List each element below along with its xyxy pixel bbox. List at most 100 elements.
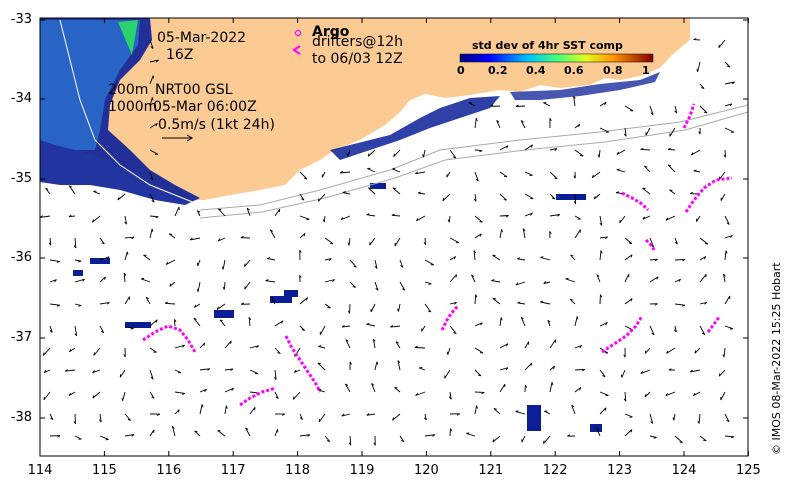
current-vector-head: [189, 237, 193, 241]
current-vector-head: [99, 419, 102, 423]
current-vector-head: [505, 215, 509, 218]
current-vector: [370, 303, 376, 313]
current-vector-head: [303, 177, 308, 180]
current-vector-head: [64, 369, 68, 372]
current-vector-head: [155, 216, 159, 219]
current-vector-head: [201, 404, 204, 408]
current-vector-head: [473, 198, 477, 202]
current-vector: [424, 413, 427, 421]
current-vector-head: [270, 296, 274, 300]
current-vector-head: [78, 260, 82, 263]
drifter-track: [621, 191, 650, 212]
current-vector-head: [515, 104, 519, 107]
current-vector-head: [522, 228, 526, 232]
current-vector: [649, 435, 657, 438]
current-vector: [674, 435, 683, 443]
current-vector: [324, 237, 334, 245]
current-vector-head: [101, 330, 105, 334]
isobath-200m: [199, 104, 749, 211]
current-vector: [624, 298, 633, 305]
current-vector: [415, 391, 426, 396]
current-vector-head: [704, 111, 708, 114]
current-vector: [149, 193, 155, 203]
current-vector: [371, 383, 376, 393]
current-vector: [99, 413, 102, 423]
colorbar-tick-label: 0.4: [526, 64, 546, 77]
current-vector: [492, 435, 501, 443]
current-vector-head: [106, 256, 110, 260]
current-vector: [669, 189, 676, 195]
current-vector-head: [596, 427, 600, 430]
colorbar-tick-label: 1: [642, 64, 650, 77]
current-vector: [43, 391, 51, 401]
current-vector: [324, 258, 332, 261]
current-vector: [124, 296, 130, 305]
current-vector: [543, 281, 551, 284]
current-vector-head: [397, 360, 401, 364]
current-vector: [599, 407, 607, 415]
current-vector: [517, 302, 526, 305]
current-vector: [49, 237, 52, 246]
current-vector-head: [524, 384, 528, 388]
current-vector-head: [150, 46, 154, 49]
current-vector-head: [479, 221, 483, 223]
current-vector: [468, 102, 476, 107]
current-vector-head: [446, 351, 449, 355]
current-vector: [499, 343, 509, 349]
current-vector: [168, 233, 176, 239]
current-vector: [99, 256, 110, 261]
current-vector: [616, 169, 626, 173]
current-vector: [724, 413, 730, 422]
current-vector-head: [299, 417, 303, 420]
current-vector-head: [667, 147, 671, 150]
current-vector-head: [640, 147, 644, 150]
current-vector-head: [164, 301, 168, 304]
current-vector: [398, 303, 401, 312]
current-vector-head: [517, 301, 521, 304]
current-vector-head: [689, 191, 693, 195]
current-product-label: NRT00 GSL: [155, 82, 233, 98]
current-vector-head: [352, 286, 356, 288]
current-vector-head: [630, 254, 633, 258]
current-vector-head: [194, 304, 197, 308]
current-vector-head: [366, 322, 370, 325]
current-vector: [249, 407, 256, 415]
current-vector: [124, 434, 135, 437]
current-vector-head: [616, 151, 619, 155]
current-vector: [424, 259, 434, 266]
current-vector: [224, 340, 232, 349]
current-vector: [492, 254, 501, 261]
current-vector-head: [551, 382, 554, 386]
current-vector: [549, 148, 558, 151]
current-vector: [392, 413, 401, 421]
current-vector: [218, 237, 226, 242]
current-vector-head: [245, 427, 249, 430]
current-vector: [699, 237, 709, 245]
current-vector-head: [293, 369, 297, 373]
current-vector: [174, 206, 180, 217]
current-vector: [674, 278, 681, 283]
current-time-label: 05-Mar 06:00Z: [153, 99, 257, 115]
current-vector-head: [540, 256, 544, 258]
current-vector: [599, 321, 608, 327]
current-vector: [574, 215, 581, 220]
current-vector: [68, 185, 76, 195]
current-vector: [74, 413, 76, 424]
current-vector: [574, 344, 582, 349]
current-vector-head: [307, 434, 311, 437]
current-vector: [274, 369, 277, 380]
current-vector-head: [599, 294, 603, 298]
current-vector: [270, 296, 276, 305]
current-vector: [219, 319, 226, 327]
current-vector-head: [530, 362, 533, 366]
current-vector-head: [500, 317, 503, 321]
sst-data-band-light: [40, 20, 140, 150]
current-vector: [599, 236, 608, 239]
current-vector: [718, 369, 726, 377]
current-vector-head: [667, 164, 672, 167]
current-vector-head: [492, 439, 495, 443]
current-vector-head: [557, 214, 561, 217]
argo-legend-marker: [294, 29, 302, 37]
current-vector: [699, 301, 708, 305]
current-vector-head: [697, 420, 700, 424]
